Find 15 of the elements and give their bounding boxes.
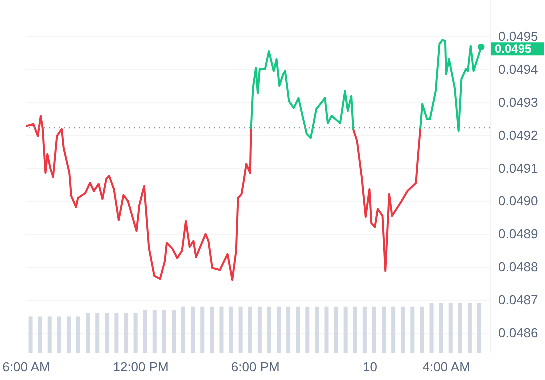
y-tick-label: 0.0487 <box>498 292 538 308</box>
x-tick-label: 10 <box>362 360 378 374</box>
x-tick-label: 6:00 PM <box>231 360 280 374</box>
y-tick-label: 0.0492 <box>498 128 538 143</box>
y-tick-label: 0.0494 <box>498 62 538 77</box>
x-tick-label: 6:00 AM <box>2 360 50 374</box>
y-tick-label: 0.0488 <box>498 260 538 275</box>
x-tick-label: 4:00 AM <box>422 360 470 374</box>
y-tick-label: 0.0489 <box>498 226 538 242</box>
y-tick-label: 0.0495 <box>498 28 538 44</box>
y-tick-label: 0.0490 <box>498 194 538 209</box>
y-tick-label: 0.0486 <box>498 326 538 341</box>
x-tick-label: 12:00 PM <box>113 360 169 374</box>
y-tick-label: 0.0491 <box>498 160 538 176</box>
y-tick-label: 0.0493 <box>498 94 538 110</box>
